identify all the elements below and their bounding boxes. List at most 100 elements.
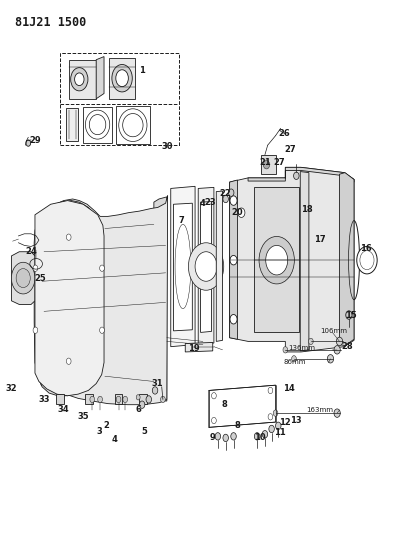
Circle shape [100,265,104,271]
Polygon shape [230,180,238,340]
Text: 34: 34 [58,406,69,415]
Text: 17: 17 [314,235,326,244]
Text: 81J21 1500: 81J21 1500 [15,16,86,29]
Text: 14: 14 [283,384,295,393]
Text: 25: 25 [34,273,46,282]
Text: 19: 19 [189,344,200,353]
Circle shape [139,401,145,408]
Polygon shape [96,56,104,99]
Text: 35: 35 [78,413,89,421]
Polygon shape [154,197,167,401]
Circle shape [98,396,102,402]
Polygon shape [300,172,309,351]
Circle shape [259,237,295,284]
Circle shape [327,354,334,363]
Text: 5: 5 [141,426,147,435]
Polygon shape [185,342,213,352]
Polygon shape [35,200,104,395]
Text: 106mm: 106mm [320,328,347,334]
Circle shape [262,431,268,438]
Circle shape [254,433,260,440]
Circle shape [223,195,228,203]
Circle shape [215,433,220,440]
Text: 32: 32 [6,384,17,393]
Polygon shape [216,191,222,342]
Text: 8: 8 [222,400,227,409]
Circle shape [266,245,288,275]
Circle shape [283,346,288,353]
Text: 3: 3 [96,426,102,435]
Polygon shape [174,203,192,331]
Polygon shape [201,201,212,333]
Circle shape [16,269,30,288]
Polygon shape [109,58,135,99]
Text: 30: 30 [161,142,173,151]
Circle shape [188,243,224,290]
Circle shape [228,189,234,196]
Polygon shape [339,173,354,345]
Text: 13: 13 [291,416,302,425]
Text: 4: 4 [199,199,205,208]
Polygon shape [69,60,96,99]
Circle shape [273,410,278,416]
Circle shape [231,433,236,440]
Circle shape [33,327,38,333]
Text: 163mm: 163mm [306,407,333,413]
Circle shape [334,345,340,354]
Polygon shape [35,195,168,405]
Circle shape [308,338,313,344]
Circle shape [360,251,374,270]
Polygon shape [85,394,93,403]
Text: 10: 10 [254,433,265,442]
Bar [60,53,179,145]
Circle shape [238,208,245,217]
Text: 18: 18 [301,205,313,214]
Circle shape [195,252,217,281]
Polygon shape [34,200,101,395]
Circle shape [90,396,95,402]
Text: 2: 2 [104,421,110,430]
Circle shape [212,417,216,424]
Circle shape [230,255,237,265]
Polygon shape [261,155,275,174]
Polygon shape [230,167,354,352]
Text: 21: 21 [259,158,271,167]
Text: 4: 4 [112,435,117,444]
Circle shape [268,387,273,393]
Circle shape [66,234,71,240]
Circle shape [116,396,121,402]
Polygon shape [139,394,147,403]
Polygon shape [12,252,35,304]
Circle shape [230,196,237,205]
Circle shape [336,337,343,345]
Text: 7: 7 [178,215,184,224]
Polygon shape [66,108,78,141]
Text: 28: 28 [341,342,353,351]
Text: 136mm: 136mm [289,345,316,351]
Text: 31: 31 [152,379,164,388]
Circle shape [33,265,38,271]
Circle shape [212,393,216,399]
Text: 26: 26 [279,129,291,138]
Circle shape [146,395,152,403]
Text: 8: 8 [234,421,240,430]
Text: 27: 27 [284,145,296,154]
Circle shape [357,246,377,274]
Text: 9: 9 [210,433,216,442]
Circle shape [100,327,104,333]
Circle shape [116,70,129,87]
Circle shape [112,64,132,92]
Polygon shape [116,106,150,143]
Text: 6: 6 [135,406,141,415]
Text: 22: 22 [220,189,232,198]
Text: 33: 33 [38,395,50,404]
Polygon shape [115,394,123,403]
Circle shape [334,409,340,417]
Text: 20: 20 [232,208,243,217]
Circle shape [346,311,352,319]
Text: 24: 24 [25,247,37,256]
Circle shape [292,356,297,362]
Text: 15: 15 [345,311,357,319]
Text: 23: 23 [204,198,216,207]
Circle shape [275,422,281,430]
